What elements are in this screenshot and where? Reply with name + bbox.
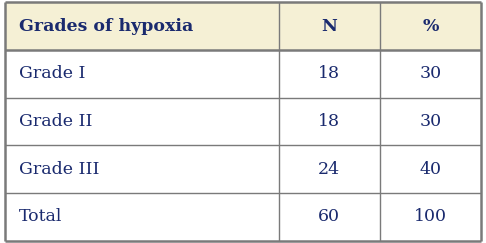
Text: 18: 18 <box>318 113 340 130</box>
Bar <box>380 145 481 193</box>
Text: Grade III: Grade III <box>19 161 100 178</box>
Text: 30: 30 <box>419 113 442 130</box>
Text: N: N <box>321 18 337 35</box>
Bar <box>279 50 380 98</box>
Bar <box>380 50 481 98</box>
Text: Grades of hypoxia: Grades of hypoxia <box>19 18 193 35</box>
Bar <box>380 2 481 50</box>
Text: 60: 60 <box>318 208 340 225</box>
Bar <box>279 145 380 193</box>
Bar <box>279 193 380 241</box>
Bar <box>5 193 279 241</box>
Text: 100: 100 <box>414 208 447 225</box>
Bar <box>5 50 279 98</box>
Text: 30: 30 <box>419 65 442 82</box>
Bar <box>380 98 481 145</box>
Bar <box>5 98 279 145</box>
Text: Grade I: Grade I <box>19 65 86 82</box>
Bar <box>380 193 481 241</box>
Text: 18: 18 <box>318 65 340 82</box>
Text: Grade II: Grade II <box>19 113 93 130</box>
Text: Total: Total <box>19 208 63 225</box>
Bar <box>279 2 380 50</box>
Bar <box>5 145 279 193</box>
Text: %: % <box>422 18 439 35</box>
Bar <box>279 98 380 145</box>
Text: 24: 24 <box>318 161 340 178</box>
Text: 40: 40 <box>419 161 442 178</box>
Bar <box>5 2 279 50</box>
